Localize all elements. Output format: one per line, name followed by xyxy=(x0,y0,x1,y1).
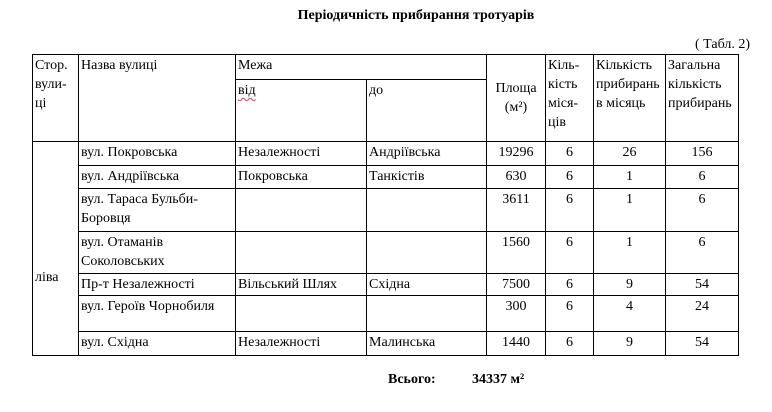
cell-total: 24 xyxy=(665,295,739,332)
header-months: Кіль-кість міся-ців xyxy=(545,54,594,142)
table-row: вул. Андріївська Покровська Танкістів 630 6 1… xyxy=(33,165,739,189)
cell-to xyxy=(366,295,487,332)
cell-area: 3611 xyxy=(486,188,546,232)
cell-street: вул. Покровська xyxy=(78,141,236,166)
total-summary: Всього: 34337 м² xyxy=(388,372,524,388)
cell-street: Пр-т Незалежності xyxy=(78,273,236,296)
cell-street: вул. Отаманів Соколовських xyxy=(78,231,236,274)
cell-per-month: 9 xyxy=(593,273,666,296)
cell-area: 300 xyxy=(486,295,546,332)
cell-per-month: 1 xyxy=(593,231,666,274)
header-bounds: Межа xyxy=(235,54,487,80)
cell-total: 54 xyxy=(665,331,739,356)
cell-per-month: 4 xyxy=(593,295,666,332)
cell-area: 630 xyxy=(486,165,546,189)
header-to: до xyxy=(366,79,487,142)
cell-street: вул. Тараса Бульби-Боровця xyxy=(78,188,236,232)
cell-months: 6 xyxy=(545,295,594,332)
cell-from xyxy=(235,188,367,232)
cell-to: Танкістів xyxy=(366,165,487,189)
cell-street: вул. Героїв Чорнобиля xyxy=(78,295,236,332)
cell-from: Вільський Шлях xyxy=(235,273,367,296)
cell-total: 6 xyxy=(665,188,739,232)
cell-street: вул. Східна xyxy=(78,331,236,356)
header-per-month: Кількість прибирань в місяць xyxy=(593,54,666,142)
cleaning-table: Стор. вули-ці Назва вулиці Межа Площа (м… xyxy=(32,54,739,356)
cell-area: 7500 xyxy=(486,273,546,296)
cell-street: вул. Андріївська xyxy=(78,165,236,189)
cell-per-month: 9 xyxy=(593,331,666,356)
table-row: Пр-т Незалежності Вільський Шлях Східна 750… xyxy=(33,273,739,296)
cell-to xyxy=(366,231,487,274)
header-side: Стор. вули-ці xyxy=(32,54,79,142)
cell-to: Малинська xyxy=(366,331,487,356)
header-area: Площа (м²) xyxy=(486,54,546,142)
cell-to: Андріївська xyxy=(366,141,487,166)
cell-months: 6 xyxy=(545,165,594,189)
cell-area: 1440 xyxy=(486,331,546,356)
table-row: вул. Тараса Бульби-Боровця 3611 6 1 6 xyxy=(33,188,739,232)
header-from: від xyxy=(235,79,367,142)
table-reference: ( Табл. 2) xyxy=(694,37,750,52)
cell-to: Східна xyxy=(366,273,487,296)
table-row: вул. Східна Незалежності Малинська 1440 6 9 54 xyxy=(33,331,739,356)
cell-per-month: 26 xyxy=(593,141,666,166)
cell-months: 6 xyxy=(545,231,594,274)
cell-total: 54 xyxy=(665,273,739,296)
table-row: ліва вул. Покровська Незалежності Андріївсь… xyxy=(32,141,739,356)
cell-per-month: 1 xyxy=(593,165,666,189)
cell-from: Незалежності xyxy=(235,331,367,356)
table-row: вул. Героїв Чорнобиля 300 6 4 24 xyxy=(33,295,739,332)
cell-area: 1560 xyxy=(486,231,546,274)
document-title: Періодичність прибирання тротуарів xyxy=(297,8,535,23)
cell-months: 6 xyxy=(545,188,594,232)
cell-side: ліва xyxy=(32,141,79,356)
cell-total: 6 xyxy=(665,231,739,274)
cell-to xyxy=(366,188,487,232)
cell-months: 6 xyxy=(545,273,594,296)
header-total: Загальна кількість прибирань xyxy=(665,54,739,142)
cell-months: 6 xyxy=(545,331,594,356)
cell-from: Покровська xyxy=(235,165,367,189)
cell-total: 6 xyxy=(665,165,739,189)
cell-months: 6 xyxy=(545,141,594,166)
cell-per-month: 1 xyxy=(593,188,666,232)
cell-area: 19296 xyxy=(486,141,546,166)
total-label: Всього: xyxy=(388,372,436,387)
table-row: вул. Отаманів Соколовських 1560 6 1 6 xyxy=(33,231,739,274)
cell-from xyxy=(235,231,367,274)
header-street: Назва вулиці xyxy=(78,54,236,142)
cell-from xyxy=(235,295,367,332)
total-value: 34337 м² xyxy=(472,372,525,387)
cell-from: Незалежності xyxy=(235,141,367,166)
cell-total: 156 xyxy=(665,141,739,166)
